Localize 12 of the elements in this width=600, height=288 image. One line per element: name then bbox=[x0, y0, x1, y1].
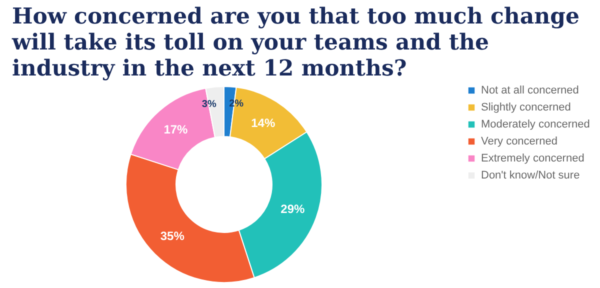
legend-label: Slightly concerned bbox=[481, 102, 571, 114]
data-label: 17% bbox=[164, 122, 188, 137]
data-label: 35% bbox=[160, 229, 185, 244]
chart-title: How concerned are you that too much change will take its toll on your teams and the industry in the next 12 months? bbox=[11, 4, 580, 82]
data-label: 29% bbox=[280, 202, 306, 216]
legend-label: Not at all concerned bbox=[481, 84, 579, 96]
legend-label: Don't know/Not sure bbox=[481, 170, 580, 182]
legend-label: Moderately concerned bbox=[481, 118, 590, 130]
legend-label: Extremely concerned bbox=[481, 152, 584, 164]
data-label: 14% bbox=[251, 116, 276, 130]
data-label: 3% bbox=[202, 98, 216, 110]
legend-label: Very concerned bbox=[481, 136, 558, 148]
